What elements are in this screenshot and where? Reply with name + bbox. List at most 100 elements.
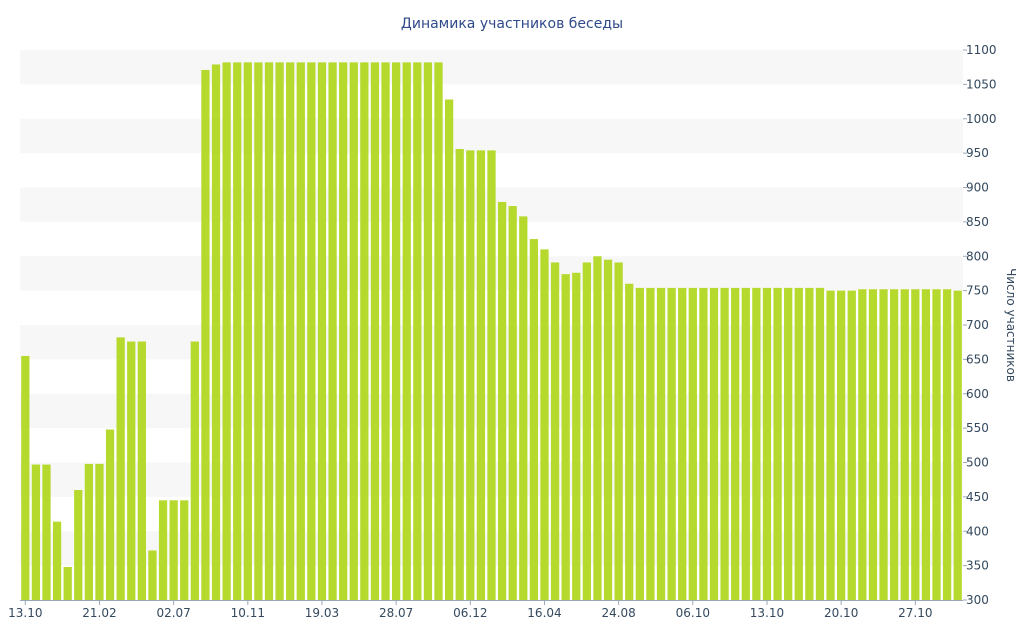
bar[interactable] [264,62,274,601]
bar[interactable] [879,289,888,600]
bar[interactable] [752,287,761,601]
bar[interactable] [211,64,221,600]
bar[interactable] [603,259,613,600]
bar[interactable] [614,262,623,600]
bar[interactable] [805,287,814,601]
bar[interactable] [572,272,581,600]
bar[interactable] [381,62,390,601]
bar[interactable] [890,289,899,600]
y-tick-label: 1000 [966,112,997,126]
bar[interactable] [74,490,83,600]
bar[interactable] [837,290,846,601]
grid-band [20,50,963,85]
y-tick-label: 550 [966,421,989,435]
bar[interactable] [137,341,146,601]
bar[interactable] [190,341,199,601]
bar[interactable] [402,62,411,601]
bar[interactable] [540,249,549,601]
bar[interactable] [656,287,666,601]
bar[interactable] [487,150,496,601]
bar[interactable] [148,550,157,601]
bar[interactable] [582,262,591,600]
bar[interactable] [169,500,178,600]
bar[interactable] [773,287,782,601]
y-tick-label: 600 [966,387,989,401]
bar[interactable] [243,62,252,601]
bar[interactable] [900,289,909,600]
bar[interactable] [307,62,316,601]
bar[interactable] [709,287,719,601]
bar[interactable] [699,287,708,601]
bar[interactable] [63,567,72,600]
bar[interactable] [31,464,41,600]
bar[interactable] [932,289,941,600]
bar[interactable] [434,62,443,601]
bar[interactable] [826,290,835,601]
x-tick-label: 06.10 [676,606,710,620]
bar[interactable] [370,62,380,601]
bar[interactable] [667,287,676,601]
bar[interactable] [275,62,284,601]
bar[interactable] [868,289,878,600]
bar[interactable] [158,500,168,600]
bar[interactable] [529,239,539,600]
bar[interactable] [550,262,560,600]
bar[interactable] [84,463,93,601]
bar[interactable] [635,287,644,601]
bar[interactable] [561,274,570,601]
bar[interactable] [497,201,507,600]
bar[interactable] [201,69,210,600]
y-tick-label: 500 [966,456,989,470]
y-tick-label: 650 [966,352,989,366]
y-tick-label: 900 [966,181,989,195]
bar[interactable] [794,287,803,601]
bar[interactable] [116,337,125,601]
bar[interactable] [646,287,655,601]
bar[interactable] [52,521,62,601]
bar[interactable] [296,62,305,601]
bar[interactable] [455,149,464,600]
bar[interactable] [21,355,30,600]
bar[interactable] [466,150,475,601]
bar[interactable] [286,62,295,601]
bar[interactable] [42,464,51,600]
bar[interactable] [328,62,337,601]
x-tick-label: 13.10 [8,606,42,620]
bar[interactable] [254,62,263,601]
bar[interactable] [339,62,348,601]
bar[interactable] [423,62,433,601]
bar[interactable] [911,289,920,600]
bar[interactable] [741,287,750,601]
bar[interactable] [180,500,189,600]
bar[interactable] [847,290,856,601]
x-tick-label: 28.07 [379,606,413,620]
bar[interactable] [413,62,422,601]
bar[interactable] [731,287,740,601]
bar[interactable] [953,290,962,601]
bar[interactable] [508,206,517,600]
bar[interactable] [349,62,358,601]
bar[interactable] [127,341,136,601]
bar[interactable] [720,287,729,601]
bar[interactable] [476,150,486,601]
bar[interactable] [95,463,104,601]
bar[interactable] [858,289,867,600]
bar[interactable] [942,289,952,600]
bar[interactable] [233,62,242,601]
bar[interactable] [678,287,687,601]
bar[interactable] [519,216,528,601]
bar[interactable] [360,62,369,601]
bar[interactable] [762,287,772,601]
y-tick-label: 1050 [966,77,997,91]
bar[interactable] [317,62,327,601]
bar[interactable] [392,62,401,601]
bar[interactable] [593,256,602,600]
bar[interactable] [444,99,454,601]
bar[interactable] [784,287,793,601]
bar[interactable] [688,287,697,601]
bar[interactable] [921,289,931,600]
bar[interactable] [815,287,825,601]
bar[interactable] [625,283,634,600]
bar[interactable] [105,429,115,601]
bar[interactable] [222,62,231,601]
